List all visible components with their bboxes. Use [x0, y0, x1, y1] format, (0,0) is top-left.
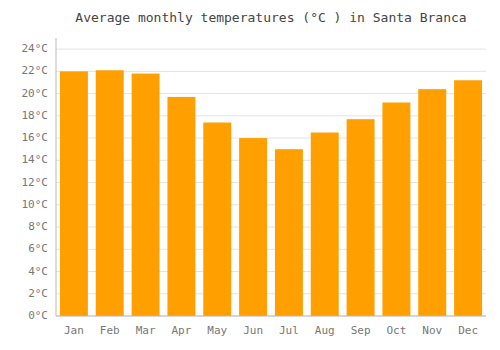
x-tick-label: Mar	[136, 324, 156, 337]
x-axis: Jan Feb Mar Apr May Jun Jul Aug Sep Oct Nov Dec	[56, 316, 486, 337]
x-tick-label: Apr	[171, 324, 191, 337]
y-tick-label: 0°C	[28, 309, 48, 322]
page: {"chart_data": {"type": "bar", "title": …	[0, 0, 500, 350]
y-tick-label: 2°C	[28, 287, 48, 300]
x-tick-label: Jul	[279, 324, 299, 337]
x-tick-label: Aug	[315, 324, 335, 337]
bar	[418, 89, 446, 316]
x-tick-label: Nov	[422, 324, 442, 337]
y-axis-line	[56, 38, 57, 316]
x-axis-line	[56, 316, 486, 317]
y-tick-label: 4°C	[28, 265, 48, 278]
chart: Average monthly temperatures (°C ) in Sa…	[0, 0, 500, 350]
bars	[60, 70, 482, 316]
grid-line	[56, 49, 486, 50]
y-tick-label: 24°C	[22, 42, 49, 55]
y-tick-label: 18°C	[22, 109, 49, 122]
grid-line	[56, 316, 486, 317]
bar	[311, 133, 339, 316]
y-tick-label: 8°C	[28, 220, 48, 233]
y-tick-label: 10°C	[22, 198, 49, 211]
bar	[239, 138, 267, 316]
bar	[132, 74, 160, 316]
bar	[167, 97, 195, 316]
bar	[454, 80, 482, 316]
bar	[96, 70, 124, 316]
y-tick-label: 14°C	[22, 153, 49, 166]
x-tick-label: May	[207, 324, 227, 337]
y-tick-label: 12°C	[22, 176, 49, 189]
x-tick-label: Jun	[243, 324, 263, 337]
y-axis: 0°C 2°C 4°C 6°C 8°C 10°C 12°C 14°C 16°C 18°C 20°C 2…	[22, 38, 57, 322]
y-tick-label: 22°C	[22, 64, 49, 77]
y-tick-label: 6°C	[28, 242, 48, 255]
grid	[56, 49, 486, 316]
y-tick-label: 16°C	[22, 131, 49, 144]
bar	[382, 102, 410, 316]
x-tick-label: Feb	[100, 324, 120, 337]
bar	[60, 71, 88, 316]
bar	[203, 123, 231, 316]
x-tick-label: Oct	[386, 324, 406, 337]
x-tick-label: Jan	[64, 324, 84, 337]
bar	[347, 119, 375, 316]
y-tick-label: 20°C	[22, 87, 49, 100]
bar	[275, 149, 303, 316]
title: Average monthly temperatures (°C ) in Sa…	[75, 10, 466, 25]
x-tick-label: Sep	[351, 324, 371, 337]
x-tick-label: Dec	[458, 324, 478, 337]
